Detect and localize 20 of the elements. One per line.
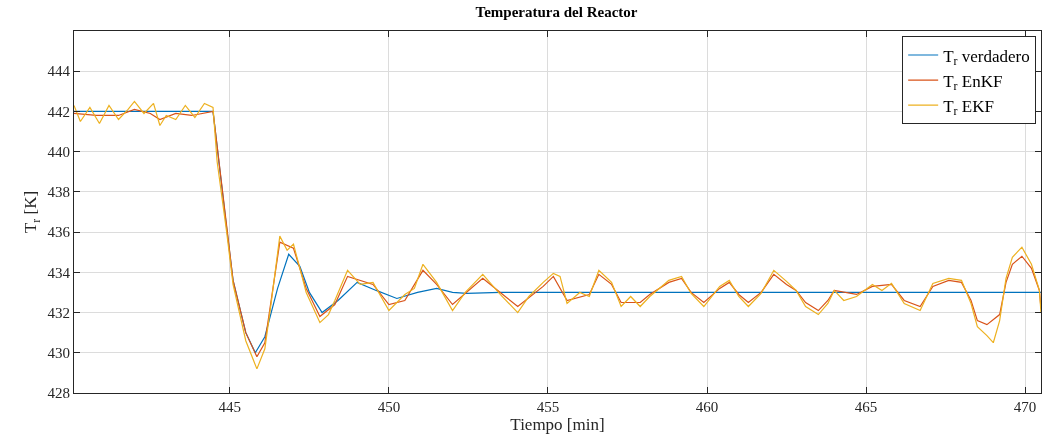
x-tick-label: 465 [854,399,878,415]
y-tick-label: 432 [47,304,70,321]
chart-title: Temperatura del Reactor [475,4,638,21]
x-tick-label: 450 [377,399,401,415]
y-tick-label: 444 [47,63,71,80]
legend-label: T$_{r}$ verdadero [943,46,1030,69]
y-tick-label: 440 [47,143,70,160]
x-tick-label: 460 [695,399,719,415]
legend-label: T$_{r}$ EKF [943,96,994,119]
x-tick-label: 455 [536,399,560,415]
y-tick-label: 434 [47,264,71,281]
y-tick-label: 438 [47,184,70,201]
y-tick-label: 430 [47,345,70,362]
y-tick-label: 436 [47,224,71,241]
y-tick-label: 428 [47,385,70,402]
x-tick-label: 445 [218,399,242,415]
x-axis-title: Tiempo [min] [510,415,605,434]
x-tick-label: 470 [1013,399,1037,415]
legend-label: T$_{r}$ EnKF [943,71,1003,94]
y-tick-label: 442 [47,103,70,120]
